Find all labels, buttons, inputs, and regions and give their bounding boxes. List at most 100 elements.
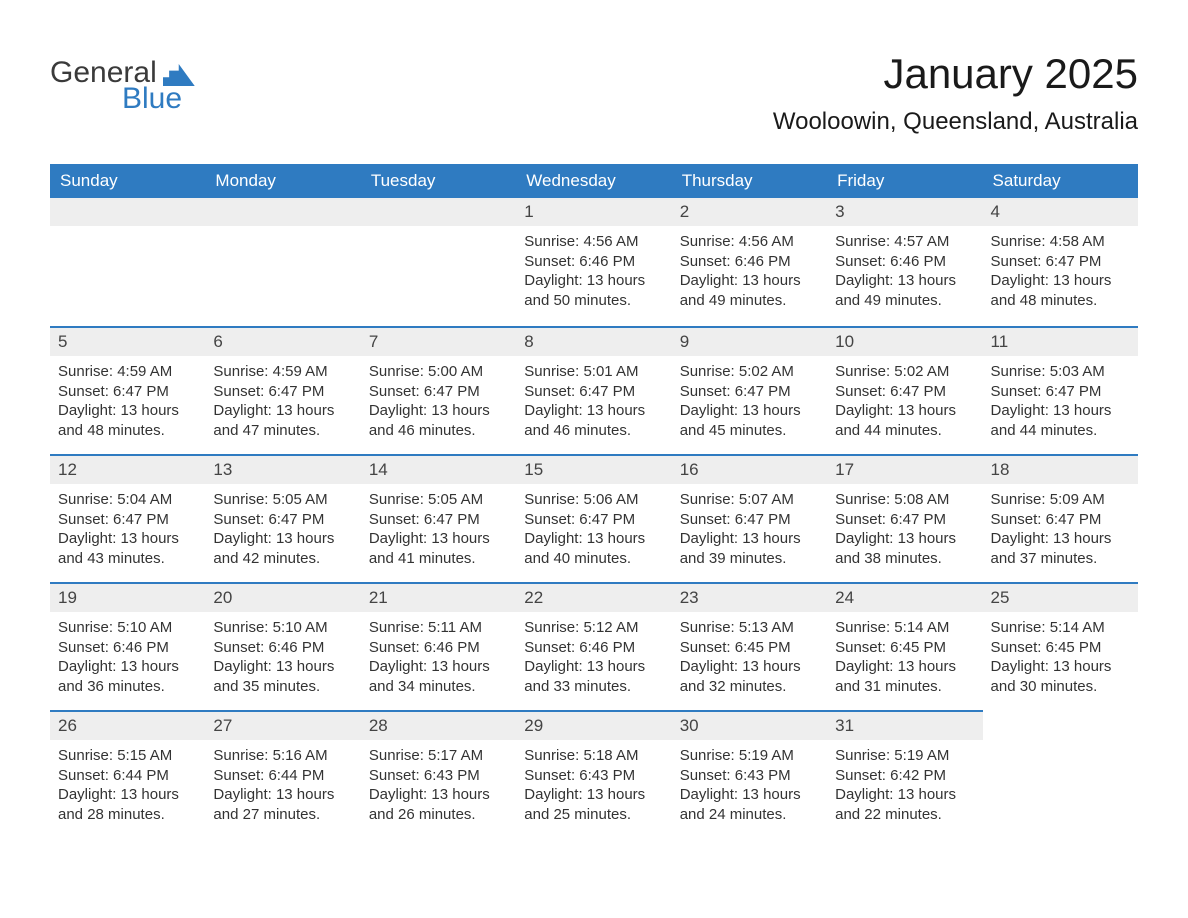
day-number: 25 [983, 582, 1138, 612]
sunset-line: Sunset: 6:46 PM [524, 638, 663, 658]
day-details: Sunrise: 5:13 AMSunset: 6:45 PMDaylight:… [672, 612, 827, 700]
calendar-cell [205, 198, 360, 326]
daylight-line: Daylight: 13 hours and 42 minutes. [213, 529, 352, 568]
day-details: Sunrise: 5:02 AMSunset: 6:47 PMDaylight:… [672, 356, 827, 444]
day-number: 11 [983, 326, 1138, 356]
calendar-cell: 16Sunrise: 5:07 AMSunset: 6:47 PMDayligh… [672, 454, 827, 582]
daylight-line: Daylight: 13 hours and 31 minutes. [835, 657, 974, 696]
day-details: Sunrise: 4:56 AMSunset: 6:46 PMDaylight:… [672, 226, 827, 314]
day-number: 8 [516, 326, 671, 356]
day-details: Sunrise: 4:59 AMSunset: 6:47 PMDaylight:… [205, 356, 360, 444]
day-number: 24 [827, 582, 982, 612]
day-number: 23 [672, 582, 827, 612]
sunset-line: Sunset: 6:44 PM [58, 766, 197, 786]
sunrise-line: Sunrise: 5:14 AM [991, 618, 1130, 638]
calendar-cell: 12Sunrise: 5:04 AMSunset: 6:47 PMDayligh… [50, 454, 205, 582]
weekday-header: Tuesday [361, 164, 516, 198]
weekday-header: Monday [205, 164, 360, 198]
calendar-cell: 1Sunrise: 4:56 AMSunset: 6:46 PMDaylight… [516, 198, 671, 326]
calendar-cell: 15Sunrise: 5:06 AMSunset: 6:47 PMDayligh… [516, 454, 671, 582]
month-title: January 2025 [773, 50, 1138, 98]
empty-day-header [361, 198, 516, 226]
daylight-line: Daylight: 13 hours and 24 minutes. [680, 785, 819, 824]
calendar-cell: 6Sunrise: 4:59 AMSunset: 6:47 PMDaylight… [205, 326, 360, 454]
day-number: 26 [50, 710, 205, 740]
sunrise-line: Sunrise: 5:09 AM [991, 490, 1130, 510]
day-number: 18 [983, 454, 1138, 484]
day-number: 4 [983, 198, 1138, 226]
daylight-line: Daylight: 13 hours and 50 minutes. [524, 271, 663, 310]
daylight-line: Daylight: 13 hours and 49 minutes. [680, 271, 819, 310]
title-block: January 2025 Wooloowin, Queensland, Aust… [773, 50, 1138, 136]
sunset-line: Sunset: 6:45 PM [680, 638, 819, 658]
weekday-row: SundayMondayTuesdayWednesdayThursdayFrid… [50, 164, 1138, 198]
sunset-line: Sunset: 6:47 PM [369, 382, 508, 402]
sunrise-line: Sunrise: 5:15 AM [58, 746, 197, 766]
day-number: 31 [827, 710, 982, 740]
day-number: 6 [205, 326, 360, 356]
calendar-cell: 30Sunrise: 5:19 AMSunset: 6:43 PMDayligh… [672, 710, 827, 838]
calendar-cell: 14Sunrise: 5:05 AMSunset: 6:47 PMDayligh… [361, 454, 516, 582]
calendar-week-row: 5Sunrise: 4:59 AMSunset: 6:47 PMDaylight… [50, 326, 1138, 454]
day-number: 17 [827, 454, 982, 484]
sunset-line: Sunset: 6:46 PM [680, 252, 819, 272]
day-number: 19 [50, 582, 205, 612]
sunset-line: Sunset: 6:46 PM [58, 638, 197, 658]
sunrise-line: Sunrise: 5:11 AM [369, 618, 508, 638]
sunrise-line: Sunrise: 5:02 AM [680, 362, 819, 382]
calendar-cell: 23Sunrise: 5:13 AMSunset: 6:45 PMDayligh… [672, 582, 827, 710]
calendar-cell: 3Sunrise: 4:57 AMSunset: 6:46 PMDaylight… [827, 198, 982, 326]
day-number: 10 [827, 326, 982, 356]
daylight-line: Daylight: 13 hours and 33 minutes. [524, 657, 663, 696]
daylight-line: Daylight: 13 hours and 39 minutes. [680, 529, 819, 568]
day-details: Sunrise: 5:11 AMSunset: 6:46 PMDaylight:… [361, 612, 516, 700]
weekday-header: Thursday [672, 164, 827, 198]
sunrise-line: Sunrise: 5:18 AM [524, 746, 663, 766]
calendar-cell: 4Sunrise: 4:58 AMSunset: 6:47 PMDaylight… [983, 198, 1138, 326]
calendar-cell: 22Sunrise: 5:12 AMSunset: 6:46 PMDayligh… [516, 582, 671, 710]
day-details: Sunrise: 5:09 AMSunset: 6:47 PMDaylight:… [983, 484, 1138, 572]
day-details: Sunrise: 4:56 AMSunset: 6:46 PMDaylight:… [516, 226, 671, 314]
sunset-line: Sunset: 6:47 PM [680, 510, 819, 530]
daylight-line: Daylight: 13 hours and 32 minutes. [680, 657, 819, 696]
sunset-line: Sunset: 6:47 PM [991, 510, 1130, 530]
sunset-line: Sunset: 6:47 PM [835, 510, 974, 530]
calendar-cell: 20Sunrise: 5:10 AMSunset: 6:46 PMDayligh… [205, 582, 360, 710]
day-details: Sunrise: 5:02 AMSunset: 6:47 PMDaylight:… [827, 356, 982, 444]
day-details: Sunrise: 5:14 AMSunset: 6:45 PMDaylight:… [827, 612, 982, 700]
day-details: Sunrise: 5:06 AMSunset: 6:47 PMDaylight:… [516, 484, 671, 572]
calendar-cell [50, 198, 205, 326]
daylight-line: Daylight: 13 hours and 44 minutes. [991, 401, 1130, 440]
daylight-line: Daylight: 13 hours and 38 minutes. [835, 529, 974, 568]
day-details: Sunrise: 5:19 AMSunset: 6:42 PMDaylight:… [827, 740, 982, 828]
day-details: Sunrise: 4:57 AMSunset: 6:46 PMDaylight:… [827, 226, 982, 314]
day-number: 14 [361, 454, 516, 484]
daylight-line: Daylight: 13 hours and 41 minutes. [369, 529, 508, 568]
day-details: Sunrise: 5:19 AMSunset: 6:43 PMDaylight:… [672, 740, 827, 828]
day-number: 20 [205, 582, 360, 612]
day-details: Sunrise: 5:15 AMSunset: 6:44 PMDaylight:… [50, 740, 205, 828]
daylight-line: Daylight: 13 hours and 36 minutes. [58, 657, 197, 696]
weekday-header: Sunday [50, 164, 205, 198]
sunset-line: Sunset: 6:46 PM [835, 252, 974, 272]
day-number: 3 [827, 198, 982, 226]
day-details: Sunrise: 5:03 AMSunset: 6:47 PMDaylight:… [983, 356, 1138, 444]
sunrise-line: Sunrise: 4:59 AM [213, 362, 352, 382]
calendar-cell: 27Sunrise: 5:16 AMSunset: 6:44 PMDayligh… [205, 710, 360, 838]
sunrise-line: Sunrise: 4:56 AM [680, 232, 819, 252]
calendar-cell: 7Sunrise: 5:00 AMSunset: 6:47 PMDaylight… [361, 326, 516, 454]
day-details: Sunrise: 5:10 AMSunset: 6:46 PMDaylight:… [50, 612, 205, 700]
sunrise-line: Sunrise: 5:05 AM [369, 490, 508, 510]
calendar-cell: 11Sunrise: 5:03 AMSunset: 6:47 PMDayligh… [983, 326, 1138, 454]
daylight-line: Daylight: 13 hours and 34 minutes. [369, 657, 508, 696]
daylight-line: Daylight: 13 hours and 45 minutes. [680, 401, 819, 440]
sunrise-line: Sunrise: 4:59 AM [58, 362, 197, 382]
calendar-week-row: 12Sunrise: 5:04 AMSunset: 6:47 PMDayligh… [50, 454, 1138, 582]
day-details: Sunrise: 5:05 AMSunset: 6:47 PMDaylight:… [361, 484, 516, 572]
daylight-line: Daylight: 13 hours and 44 minutes. [835, 401, 974, 440]
sunrise-line: Sunrise: 4:56 AM [524, 232, 663, 252]
daylight-line: Daylight: 13 hours and 28 minutes. [58, 785, 197, 824]
sunrise-line: Sunrise: 5:19 AM [835, 746, 974, 766]
day-number: 5 [50, 326, 205, 356]
sunset-line: Sunset: 6:46 PM [369, 638, 508, 658]
